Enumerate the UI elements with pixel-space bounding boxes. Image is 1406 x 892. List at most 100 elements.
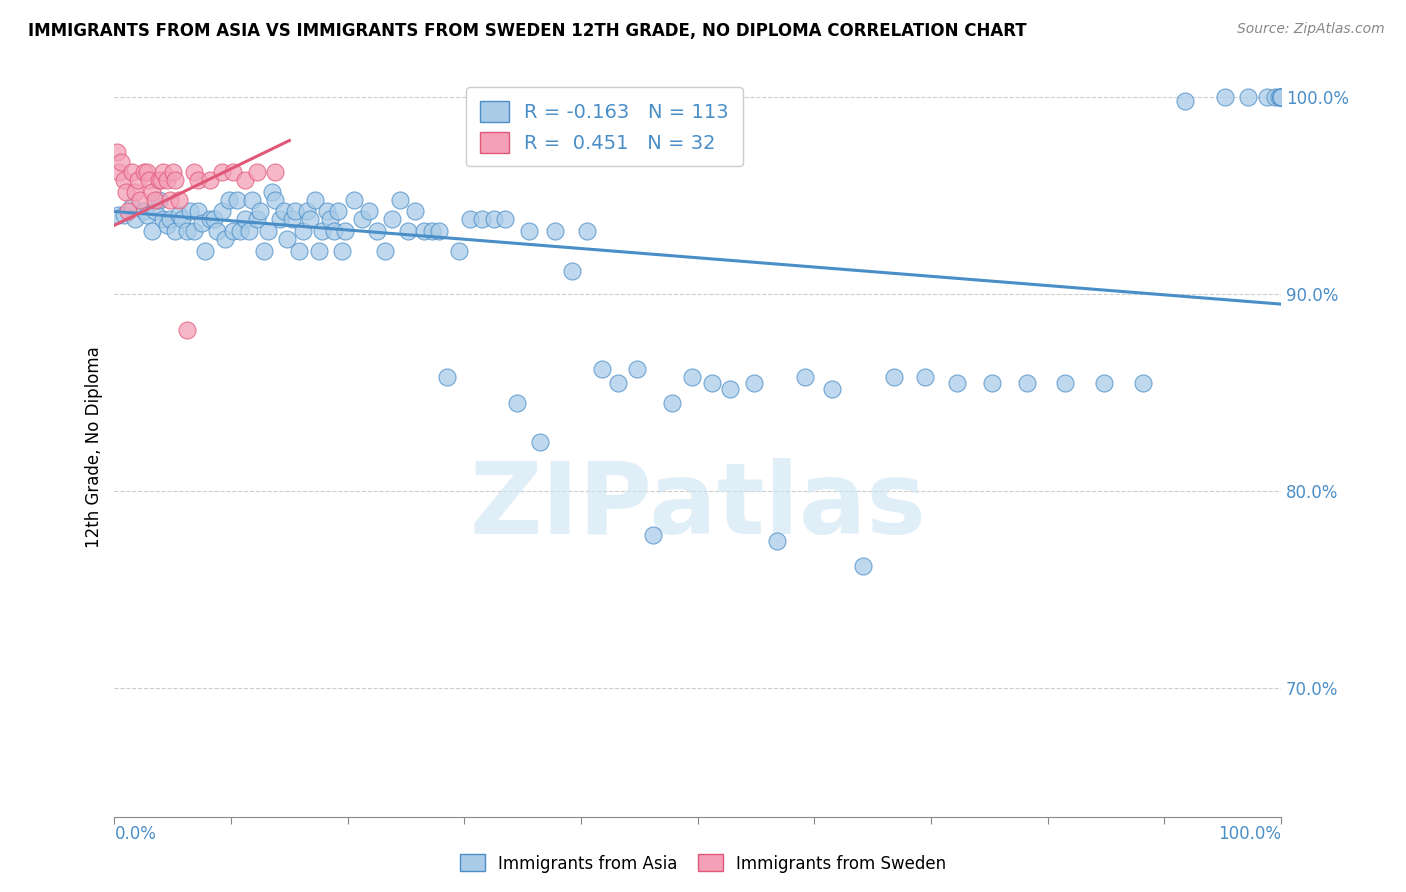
Point: [167, 208, 190, 222]
Point: [165, 224, 187, 238]
Point: [1256, 90, 1278, 104]
Point: [198, 212, 221, 227]
Point: [1237, 90, 1260, 104]
Point: [269, 212, 291, 227]
Point: [152, 212, 174, 227]
Point: [436, 370, 458, 384]
Point: [136, 165, 159, 179]
Text: IMMIGRANTS FROM ASIA VS IMMIGRANTS FROM SWEDEN 12TH GRADE, NO DIPLOMA CORRELATIO: IMMIGRANTS FROM ASIA VS IMMIGRANTS FROM …: [28, 22, 1026, 40]
Point: [183, 165, 205, 179]
Point: [494, 212, 516, 227]
Point: [194, 244, 217, 258]
Point: [342, 193, 364, 207]
Text: 0.0%: 0.0%: [114, 825, 156, 844]
Point: [183, 224, 205, 238]
Point: [315, 204, 337, 219]
Point: [107, 208, 129, 222]
Point: [852, 559, 875, 574]
Point: [335, 224, 357, 238]
Point: [366, 224, 388, 238]
Point: [280, 212, 302, 227]
Point: [176, 224, 198, 238]
Point: [117, 204, 139, 219]
Point: [112, 208, 135, 222]
Point: [742, 376, 765, 390]
Point: [529, 435, 551, 450]
Point: [110, 155, 132, 169]
Point: [794, 370, 817, 384]
Point: [150, 173, 173, 187]
Point: [299, 212, 322, 227]
Point: [626, 362, 648, 376]
Point: [148, 193, 170, 207]
Point: [661, 395, 683, 409]
Point: [253, 244, 276, 258]
Point: [273, 204, 295, 219]
Point: [249, 204, 271, 219]
Point: [295, 204, 318, 219]
Point: [143, 193, 166, 207]
Point: [136, 208, 159, 222]
Point: [152, 165, 174, 179]
Point: [127, 173, 149, 187]
Point: [115, 185, 138, 199]
Point: [821, 382, 844, 396]
Point: [1174, 94, 1197, 108]
Point: [322, 224, 344, 238]
Point: [156, 173, 179, 187]
Point: [141, 185, 163, 199]
Point: [165, 173, 187, 187]
Point: [124, 212, 146, 227]
Point: [276, 232, 298, 246]
Point: [198, 173, 221, 187]
Point: [1270, 90, 1292, 104]
Point: [427, 224, 450, 238]
Point: [257, 224, 280, 238]
Point: [121, 198, 143, 212]
Point: [187, 204, 209, 219]
Point: [156, 219, 179, 233]
Point: [458, 212, 481, 227]
Point: [945, 376, 967, 390]
Point: [238, 224, 260, 238]
Point: [308, 244, 330, 258]
Point: [129, 193, 152, 207]
Point: [202, 212, 225, 227]
Point: [187, 173, 209, 187]
Point: [218, 193, 240, 207]
Text: 100.0%: 100.0%: [1218, 825, 1281, 844]
Point: [162, 165, 184, 179]
Point: [420, 224, 443, 238]
Point: [1213, 90, 1236, 104]
Point: [233, 212, 256, 227]
Point: [381, 212, 404, 227]
Point: [517, 224, 540, 238]
Point: [311, 224, 333, 238]
Point: [132, 165, 155, 179]
Point: [287, 244, 309, 258]
Point: [643, 527, 665, 541]
Point: [447, 244, 470, 258]
Point: [191, 216, 214, 230]
Point: [718, 382, 741, 396]
Point: [471, 212, 494, 227]
Point: [319, 212, 342, 227]
Point: [575, 224, 598, 238]
Point: [357, 204, 380, 219]
Point: [264, 193, 287, 207]
Point: [328, 204, 350, 219]
Text: ZIPatlas: ZIPatlas: [470, 458, 927, 555]
Point: [482, 212, 505, 227]
Point: [108, 165, 131, 179]
Point: [211, 204, 233, 219]
Point: [143, 204, 166, 219]
Point: [914, 370, 936, 384]
Point: [506, 395, 529, 409]
Point: [1264, 90, 1286, 104]
Point: [222, 165, 245, 179]
Point: [591, 362, 613, 376]
Point: [883, 370, 905, 384]
Text: Source: ZipAtlas.com: Source: ZipAtlas.com: [1237, 22, 1385, 37]
Point: [233, 173, 256, 187]
Point: [1270, 90, 1292, 104]
